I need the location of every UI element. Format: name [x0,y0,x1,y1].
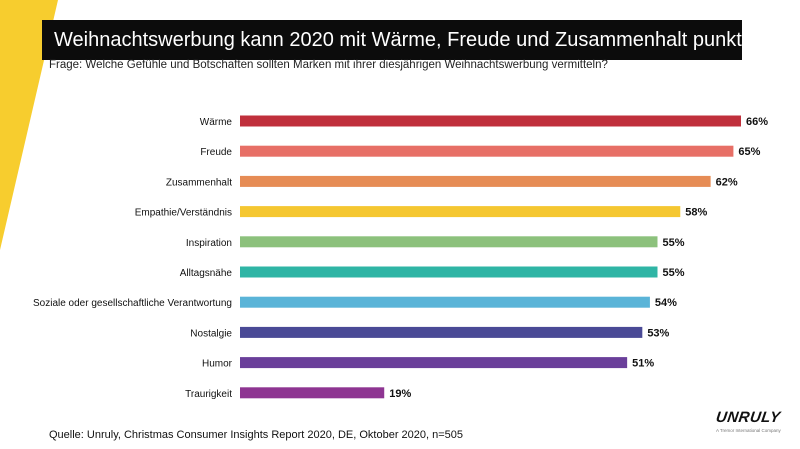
value-label: 58% [685,207,707,219]
value-label: 19% [389,388,411,400]
value-label: 65% [738,146,760,158]
category-label: Traurigkeit [185,389,232,400]
survey-question: Frage: Welche Gefühle und Botschaften so… [49,59,608,71]
category-label: Humor [202,359,233,370]
value-label: 55% [663,267,685,279]
category-label: Alltagsnähe [180,268,233,279]
value-label: 54% [655,297,677,309]
source-note: Quelle: Unruly, Christmas Consumer Insig… [49,429,464,441]
bar [240,145,734,157]
bar [240,326,643,338]
bar [240,115,741,127]
category-label: Soziale oder gesellschaftliche Verantwor… [33,298,232,309]
bar [240,266,658,278]
category-label: Freude [200,147,232,158]
page-title: Weihnachtswerbung kann 2020 mit Wärme, F… [42,20,764,60]
value-label: 53% [647,327,669,339]
category-label: Zusammenhalt [166,177,232,188]
bar [240,206,681,218]
bar [240,387,385,399]
unruly-logo: UNRULY A Tremor International Company [714,409,782,433]
value-label: 51% [632,358,654,370]
value-label: 62% [716,176,738,188]
category-label: Inspiration [186,238,232,249]
bar [240,296,650,308]
category-label: Nostalgie [190,328,232,339]
value-label: 66% [746,116,768,128]
logo-wordmark: UNRULY [714,409,782,426]
category-label: Wärme [200,117,233,128]
bar [240,236,658,248]
category-label: Empathie/Verständnis [135,208,232,219]
bar [240,175,711,187]
value-label: 55% [663,237,685,249]
logo-tagline: A Tremor International Company [716,428,781,433]
bar [240,357,628,369]
